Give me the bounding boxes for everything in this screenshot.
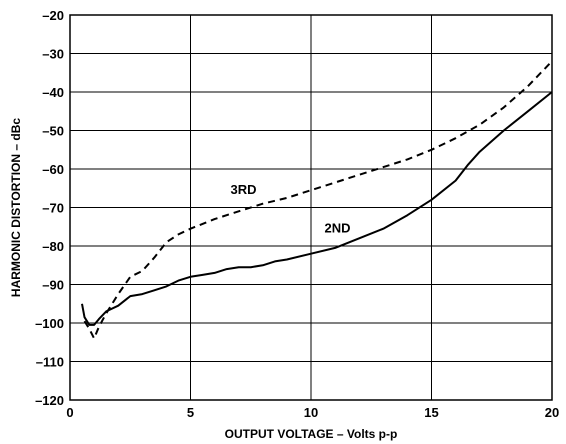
x-tick-label: 15: [424, 405, 438, 420]
y-tick-label: –100: [35, 316, 64, 331]
x-axis-title: OUTPUT VOLTAGE – Volts p-p: [225, 427, 398, 441]
x-tick-labels: 0 5 10 15 20: [66, 405, 559, 420]
x-tick-label: 20: [545, 405, 559, 420]
y-tick-label: –90: [42, 278, 64, 293]
series-label-3rd: 3RD: [231, 182, 257, 197]
grid-lines: [70, 15, 552, 400]
y-tick-label: –60: [42, 162, 64, 177]
y-tick-labels: –20 –30 –40 –50 –60 –70 –80 –90 –100 –110 –120: [35, 8, 64, 408]
series-lines: [81, 60, 553, 340]
y-tick-label: –110: [36, 355, 64, 370]
plot-frame: [69, 14, 553, 401]
y-axis-title: HARMONIC DISTORTION – dBc: [9, 118, 23, 297]
y-tick-label: –80: [42, 239, 64, 254]
y-tick-label: –120: [35, 393, 64, 408]
series-label-2nd: 2ND: [325, 221, 351, 236]
x-tick-label: 5: [187, 405, 194, 420]
y-tick-label: –30: [42, 47, 64, 62]
series-line-2nd: [81, 91, 553, 326]
y-tick-label: –20: [42, 8, 64, 23]
series-annotations: 3RD 2ND: [231, 182, 351, 236]
y-tick-label: –50: [42, 124, 64, 139]
x-tick-label: 10: [304, 405, 318, 420]
series-line-3rd: [83, 60, 553, 340]
x-tick-label: 0: [66, 405, 73, 420]
y-tick-label: –70: [42, 201, 64, 216]
y-tick-label: –40: [42, 85, 64, 100]
